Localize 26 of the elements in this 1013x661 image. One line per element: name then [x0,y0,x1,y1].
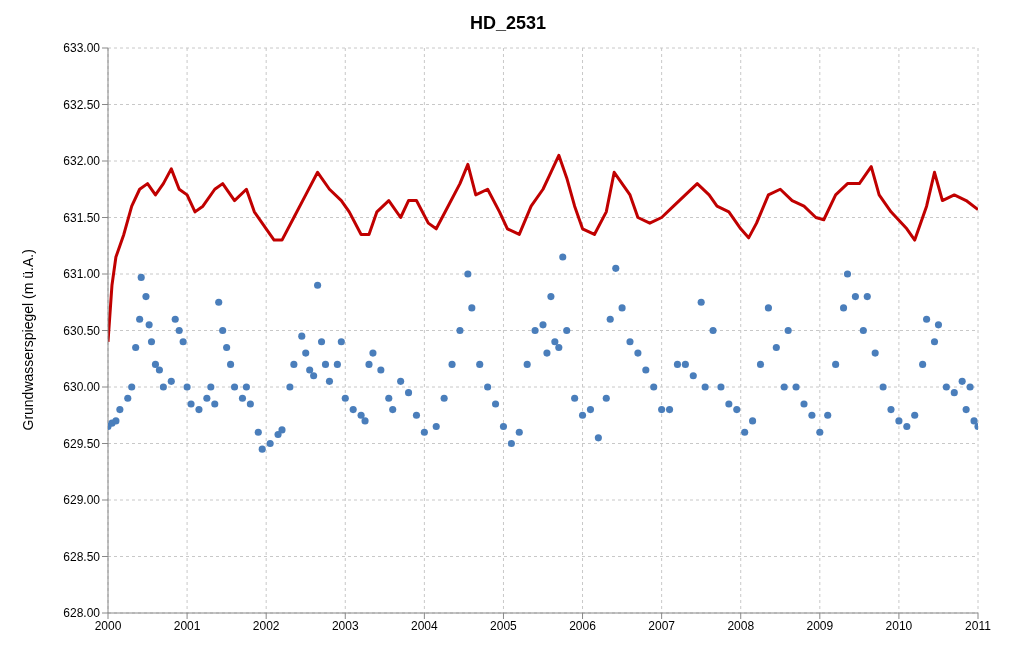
y-tick-label: 632.50 [63,97,101,112]
y-tick-label: 632.00 [63,154,101,169]
chart-title: HD_2531 [468,12,548,35]
y-tick-label: 630.00 [63,380,101,395]
y-tick-label: 631.00 [63,267,101,282]
x-tick-label: 2005 [490,618,518,633]
y-tick-label: 628.00 [63,606,101,621]
y-tick-label: 629.50 [63,436,101,451]
x-tick-label: 2001 [173,618,201,633]
y-tick-label: 633.00 [63,41,101,56]
x-tick-label: 2002 [252,618,280,633]
y-axis-title: Grundwasserspiegel (m ü.A.) [19,249,36,431]
x-tick-label: 2011 [965,618,992,633]
y-tick-label: 629.00 [63,493,101,508]
x-tick-label: 2006 [569,618,597,633]
x-tick-label: 2008 [727,618,755,633]
y-tick-label: 628.50 [63,549,101,564]
y-tick-label: 631.50 [63,210,101,225]
x-tick-label: 2007 [648,618,676,633]
x-tick-label: 2004 [411,618,439,633]
x-tick-label: 2010 [885,618,913,633]
line-series [108,153,978,344]
x-tick-label: 2003 [331,618,359,633]
x-tick-label: 2000 [94,618,122,633]
x-tick-label: 2009 [806,618,834,633]
y-tick-label: 630.50 [63,323,101,338]
